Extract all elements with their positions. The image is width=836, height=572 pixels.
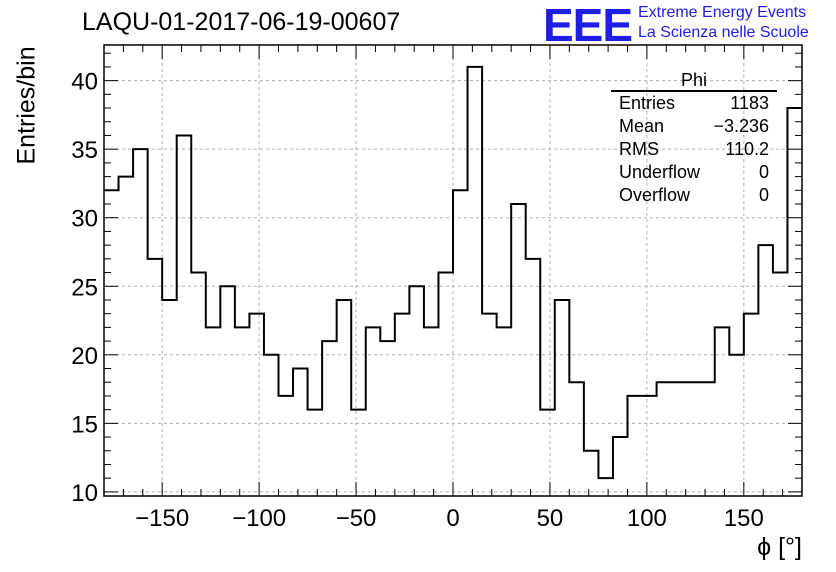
histogram-bin bbox=[177, 135, 192, 496]
histogram-bin bbox=[206, 327, 221, 496]
stats-row-underflow: Underflow 0 bbox=[611, 161, 777, 184]
histogram-bin bbox=[424, 327, 439, 496]
histogram-bin bbox=[628, 396, 643, 496]
histogram-bin bbox=[540, 410, 555, 496]
histogram-bin bbox=[773, 273, 788, 496]
stats-row-mean: Mean −3.236 bbox=[611, 115, 777, 138]
stats-value: 110.2 bbox=[725, 139, 769, 159]
histogram-bin bbox=[119, 177, 134, 496]
chart-title: LAQU-01-2017-06-19-00607 bbox=[82, 8, 401, 36]
histogram-bin bbox=[162, 300, 177, 496]
histogram-bin bbox=[395, 314, 410, 496]
histogram-bin bbox=[671, 382, 686, 496]
y-tick-label: 35 bbox=[71, 137, 98, 164]
stats-row-entries: Entries 1183 bbox=[611, 92, 777, 115]
stats-label: RMS bbox=[619, 139, 659, 159]
histogram-series-phi bbox=[104, 65, 802, 480]
histogram-bin bbox=[453, 190, 468, 496]
x-axis-label: ϕ [°] bbox=[757, 533, 802, 561]
stats-label: Overflow bbox=[619, 185, 691, 205]
histogram-bin bbox=[249, 314, 264, 496]
histogram-bin bbox=[598, 478, 613, 496]
histogram-bin bbox=[337, 300, 352, 496]
x-tick-label: −100 bbox=[232, 505, 286, 532]
histogram-bin bbox=[758, 245, 773, 496]
histogram-bin bbox=[700, 382, 715, 496]
y-tick-label: 15 bbox=[71, 411, 98, 438]
x-tick-label: 0 bbox=[446, 505, 459, 532]
x-tick-label: 100 bbox=[627, 505, 667, 532]
histogram-bin bbox=[555, 300, 570, 496]
histogram-bin bbox=[293, 369, 308, 496]
histogram-bin bbox=[569, 382, 584, 496]
histogram-bin bbox=[409, 286, 424, 496]
x-tick-label: −50 bbox=[336, 505, 377, 532]
histogram-bin bbox=[511, 204, 526, 496]
histogram-bin bbox=[264, 355, 279, 496]
histogram-bin bbox=[133, 149, 148, 496]
y-tick-label: 10 bbox=[71, 480, 98, 507]
histogram-bin bbox=[366, 327, 381, 496]
histogram-bin bbox=[613, 437, 628, 496]
y-tick-label: 30 bbox=[71, 206, 98, 233]
stats-value: 1183 bbox=[730, 93, 769, 113]
stats-label: Entries bbox=[619, 93, 676, 113]
stats-value: 0 bbox=[758, 162, 769, 182]
histogram-bin bbox=[191, 273, 206, 496]
histogram-bin bbox=[686, 382, 701, 496]
histogram-bin bbox=[657, 382, 672, 496]
histogram-bin bbox=[279, 396, 294, 496]
logo-subtitle-2: La Scienza nelle Scuole bbox=[638, 24, 809, 41]
histogram-bin bbox=[497, 327, 512, 496]
logo-subtitle-1: Extreme Energy Events bbox=[638, 4, 807, 21]
histogram-bin bbox=[482, 314, 497, 496]
histogram-bin bbox=[148, 259, 163, 496]
x-tick-label: 150 bbox=[724, 505, 764, 532]
stats-box: Phi Entries 1183 Mean −3.236 RMS 110.2 U… bbox=[611, 70, 777, 207]
histogram-bin bbox=[584, 451, 599, 496]
stats-value: −3.236 bbox=[713, 116, 769, 136]
histogram-bin bbox=[715, 327, 730, 496]
histogram-bin bbox=[468, 67, 483, 496]
y-axis-label: Entries/bin bbox=[12, 46, 41, 165]
histogram-bin bbox=[220, 286, 235, 496]
x-tick-label: 50 bbox=[537, 505, 564, 532]
histogram-bin bbox=[438, 273, 453, 496]
y-tick-label: 40 bbox=[71, 69, 98, 96]
histogram-bin bbox=[235, 327, 250, 496]
histogram-bin bbox=[787, 108, 802, 496]
histogram-bin bbox=[351, 410, 366, 496]
histogram-bin bbox=[322, 341, 337, 496]
stats-row-rms: RMS 110.2 bbox=[611, 138, 777, 161]
stats-row-overflow: Overflow 0 bbox=[611, 184, 777, 207]
histogram-bin bbox=[104, 190, 119, 496]
histogram-bin bbox=[380, 341, 395, 496]
y-tick-label: 20 bbox=[71, 343, 98, 370]
histogram-bin bbox=[744, 314, 759, 496]
stats-value: 0 bbox=[758, 185, 769, 205]
stats-title: Phi bbox=[611, 70, 777, 92]
histogram-bin bbox=[526, 259, 541, 496]
y-tick-label: 25 bbox=[71, 274, 98, 301]
histogram-bin bbox=[729, 355, 744, 496]
x-tick-label: −150 bbox=[135, 505, 189, 532]
histogram-bin bbox=[308, 410, 323, 496]
stats-label: Underflow bbox=[619, 162, 701, 182]
histogram-bin bbox=[642, 396, 657, 496]
eee-logo: EEE bbox=[543, 0, 633, 51]
stats-label: Mean bbox=[619, 116, 665, 136]
